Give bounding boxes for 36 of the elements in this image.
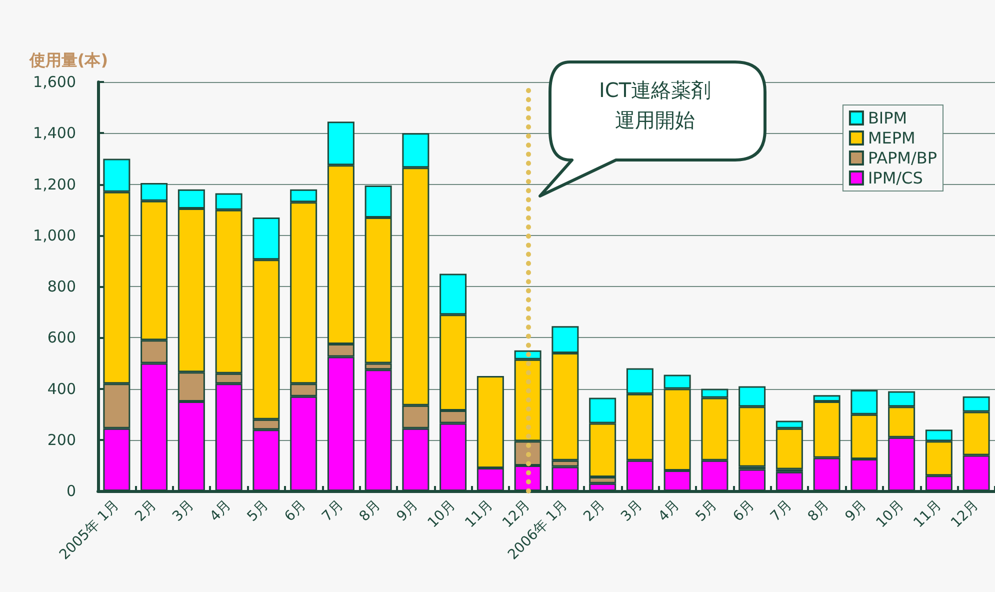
y-tick-label: 1,600	[33, 73, 76, 91]
x-tick-label: 9月	[842, 497, 870, 525]
y-tick-label: 800	[47, 278, 76, 296]
y-tick-label: 200	[47, 430, 76, 449]
x-tick-label: 7月	[768, 497, 796, 525]
legend-label: BIPM	[868, 108, 908, 128]
y-tick-label: 400	[47, 380, 76, 398]
x-tick-label: 5月	[692, 497, 720, 525]
x-tick-label: 11月	[462, 497, 496, 532]
x-tick-label: 10月	[873, 497, 908, 532]
x-tick-label: 6月	[730, 497, 758, 525]
x-tick-label: 8月	[356, 497, 384, 525]
x-tick-label: 4月	[655, 497, 683, 525]
x-tick-label: 8月	[804, 497, 832, 525]
x-tick-label: 11月	[910, 497, 945, 532]
y-axis-title: 使用量(本)	[28, 50, 108, 70]
y-tick-label: 1,200	[33, 175, 76, 194]
x-tick-label: 3月	[618, 497, 646, 525]
x-tick-label: 10月	[424, 497, 459, 532]
x-tick-label: 4月	[206, 497, 234, 525]
y-tick-label: 0	[66, 482, 76, 500]
annotation: ICT連絡薬剤運用開始	[598, 77, 712, 134]
y-tick-label: 1,000	[33, 226, 76, 244]
x-tick-label: 2月	[132, 497, 160, 525]
x-tick-label: 2月	[580, 497, 608, 525]
y-tick-label: 600	[47, 328, 76, 347]
x-tick-label: 6月	[282, 497, 310, 525]
x-tick-label: 9月	[394, 497, 422, 525]
legend-label: IPM/CS	[868, 168, 923, 188]
x-tick-label: 12月	[948, 497, 982, 532]
x-tick-label: 3月	[170, 497, 198, 525]
y-tick-label: 1,400	[33, 124, 76, 142]
x-tick-label: 5月	[244, 497, 272, 525]
legend-label: PAPM/BP	[868, 148, 938, 168]
x-tick-label: 7月	[319, 497, 347, 525]
legend-label: MEPM	[868, 128, 916, 148]
